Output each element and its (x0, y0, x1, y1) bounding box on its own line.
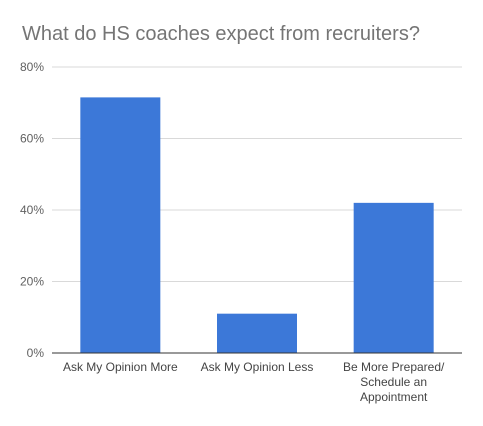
y-axis-ticks: 0% 20% 40% 60% 80% (20, 60, 44, 360)
x-category-label: Be More Prepared/Schedule an Appointment (343, 360, 445, 404)
bar (217, 313, 297, 353)
y-tick-label: 40% (20, 203, 44, 217)
x-category-label-line: Be More Prepared/ (343, 360, 445, 374)
x-category-label-line: Schedule an (360, 375, 427, 389)
x-category-label-line: Appointment (360, 390, 428, 404)
x-category-label: Ask My Opinion Less (201, 360, 314, 374)
x-category-label-line: Ask My Opinion Less (201, 360, 314, 374)
y-tick-label: 20% (20, 275, 44, 289)
y-tick-label: 0% (27, 346, 45, 360)
x-axis-labels: Ask My Opinion More Ask My Opinion Less Be… (63, 360, 445, 404)
chart-title: What do HS coaches expect from recruiter… (22, 23, 420, 45)
x-category-label: Ask My Opinion More (63, 360, 178, 374)
x-category-label-line: Ask My Opinion More (63, 360, 178, 374)
bars (80, 97, 434, 353)
bar (353, 202, 434, 353)
bar (80, 97, 161, 353)
y-tick-label: 60% (20, 132, 44, 146)
y-tick-label: 80% (20, 60, 44, 74)
